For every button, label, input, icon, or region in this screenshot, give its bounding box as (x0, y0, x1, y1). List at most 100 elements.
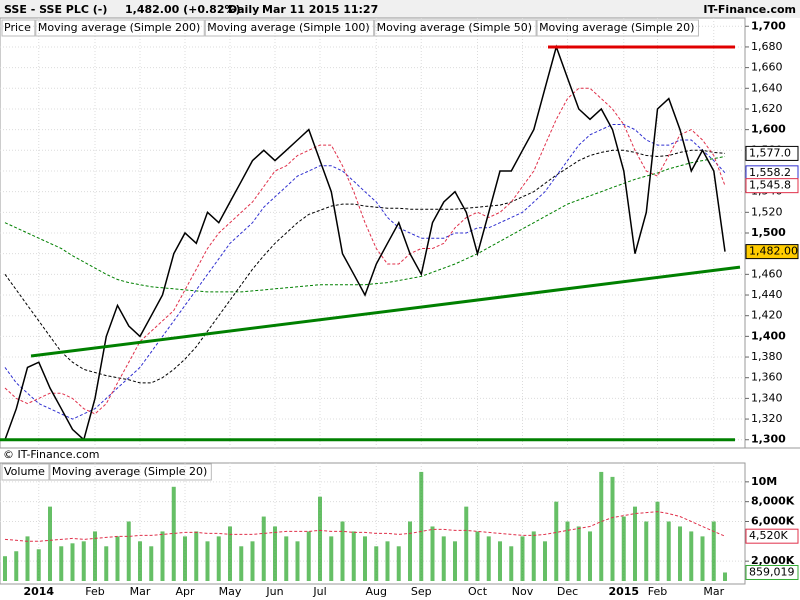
y-tick-label: 2,000K (751, 554, 795, 567)
last-value-label: 1,577.0 (749, 146, 791, 159)
legend-box (536, 19, 699, 37)
legend-entry: Price (4, 21, 31, 34)
volume-bar (543, 541, 547, 581)
volume-bar (678, 526, 682, 581)
timestamp: Mar 11 2015 11:27 (262, 3, 378, 16)
volume-bar (104, 546, 109, 581)
volume-bar (464, 506, 469, 581)
y-tick-label: 1,460 (751, 267, 783, 280)
x-tick-label: Nov (512, 585, 534, 598)
legend-entry: Moving average (Simple 200) (38, 21, 200, 34)
legend-box (1, 19, 36, 37)
x-tick-label: Oct (468, 585, 488, 598)
y-tick-label: 1,400 (751, 329, 786, 342)
y-tick-label: 1,420 (751, 309, 783, 322)
x-tick-label: Feb (85, 585, 104, 598)
y-tick-label: 1,520 (751, 205, 783, 218)
last-value-box (745, 244, 799, 260)
volume-bar (205, 541, 210, 581)
x-tick-label: Aug (366, 585, 387, 598)
trend-line (30, 265, 741, 358)
legend-box (204, 19, 375, 37)
volume-bar (228, 526, 232, 581)
volume-bar (363, 536, 367, 581)
brand: IT-Finance.com (703, 3, 796, 16)
volume-bar (486, 536, 491, 581)
volume-bar (453, 541, 457, 581)
volume-bar (419, 471, 424, 581)
volume-bar (306, 531, 311, 581)
volume-bar (93, 531, 97, 581)
volume-bar (126, 521, 131, 581)
last-value-label: 1,558.2 (749, 166, 791, 179)
volume-bar (408, 521, 412, 581)
moving-average (4, 149, 726, 384)
legend-entry: Moving average (Simple 20) (52, 465, 207, 478)
volume-bar (273, 526, 277, 581)
y-tick-label: 6,000K (751, 515, 795, 528)
period: Daily (228, 3, 259, 16)
volume-bar (475, 531, 480, 581)
x-tick-label: Mar (130, 585, 151, 598)
volume-bar (295, 541, 300, 581)
legend-entry: Moving average (Simple 20) (539, 21, 694, 34)
quote: 1,482.00 (+0.82%) (125, 3, 241, 16)
moving-average (4, 124, 726, 420)
volume-bar (689, 531, 694, 581)
y-tick-label: 1,440 (751, 288, 783, 301)
volume-bar (284, 536, 289, 581)
volume-bar (396, 546, 401, 581)
volume-bar (36, 549, 41, 581)
volume-bar (430, 526, 435, 581)
y-tick-label: 1,340 (751, 391, 783, 404)
last-value-label: 1,482.00 (749, 245, 798, 258)
volume-bar (59, 546, 64, 581)
volume-bar (14, 551, 19, 581)
volume-bar (171, 486, 176, 581)
x-tick-label: Sep (411, 585, 432, 598)
volume-panel (0, 462, 746, 585)
volume-bar (644, 521, 649, 581)
y-tick-label: 1,500 (751, 226, 786, 239)
volume-bar (520, 536, 525, 581)
volume-bar (48, 506, 52, 581)
last-value-box (745, 528, 799, 544)
legend-entry: Moving average (Simple 100) (207, 21, 369, 34)
volume-bar (509, 546, 514, 581)
volume-bar (351, 531, 356, 581)
volume-bar (70, 543, 75, 581)
volume-bar (25, 536, 30, 581)
legend-box (49, 463, 212, 481)
volume-bar (340, 521, 345, 581)
y-tick-label: 1,660 (751, 61, 783, 74)
last-value-box (745, 145, 799, 161)
volume-bar (81, 541, 86, 581)
x-tick-label: 2015 (608, 585, 639, 598)
volume-bar (711, 521, 716, 581)
x-tick-label: Feb (648, 585, 667, 598)
last-value-box (745, 564, 799, 580)
x-tick-label: Jul (312, 585, 326, 598)
volume-bar (250, 541, 255, 581)
volume-moving-average (4, 511, 726, 542)
volume-bar (531, 531, 536, 581)
y-tick-label: 1,640 (751, 81, 783, 94)
volume-bar (621, 516, 626, 581)
legend-entry: Volume (4, 465, 45, 478)
volume-bar (441, 536, 446, 581)
volume-bar (588, 531, 592, 581)
volume-bar (216, 536, 221, 581)
y-tick-label: 10M (751, 475, 777, 488)
y-tick-label: 1,700 (751, 19, 786, 32)
volume-bar (138, 541, 142, 581)
volume-bar (666, 521, 671, 581)
legend-box (1, 463, 50, 481)
volume-bar (239, 546, 244, 581)
volume-bar (723, 572, 727, 581)
header-bar (0, 0, 800, 18)
last-value-label: 1,545.8 (749, 179, 791, 192)
y-tick-label: 8,000K (751, 495, 795, 508)
legend-box (374, 19, 537, 37)
moving-average (4, 87, 726, 415)
volume-bar (565, 521, 570, 581)
